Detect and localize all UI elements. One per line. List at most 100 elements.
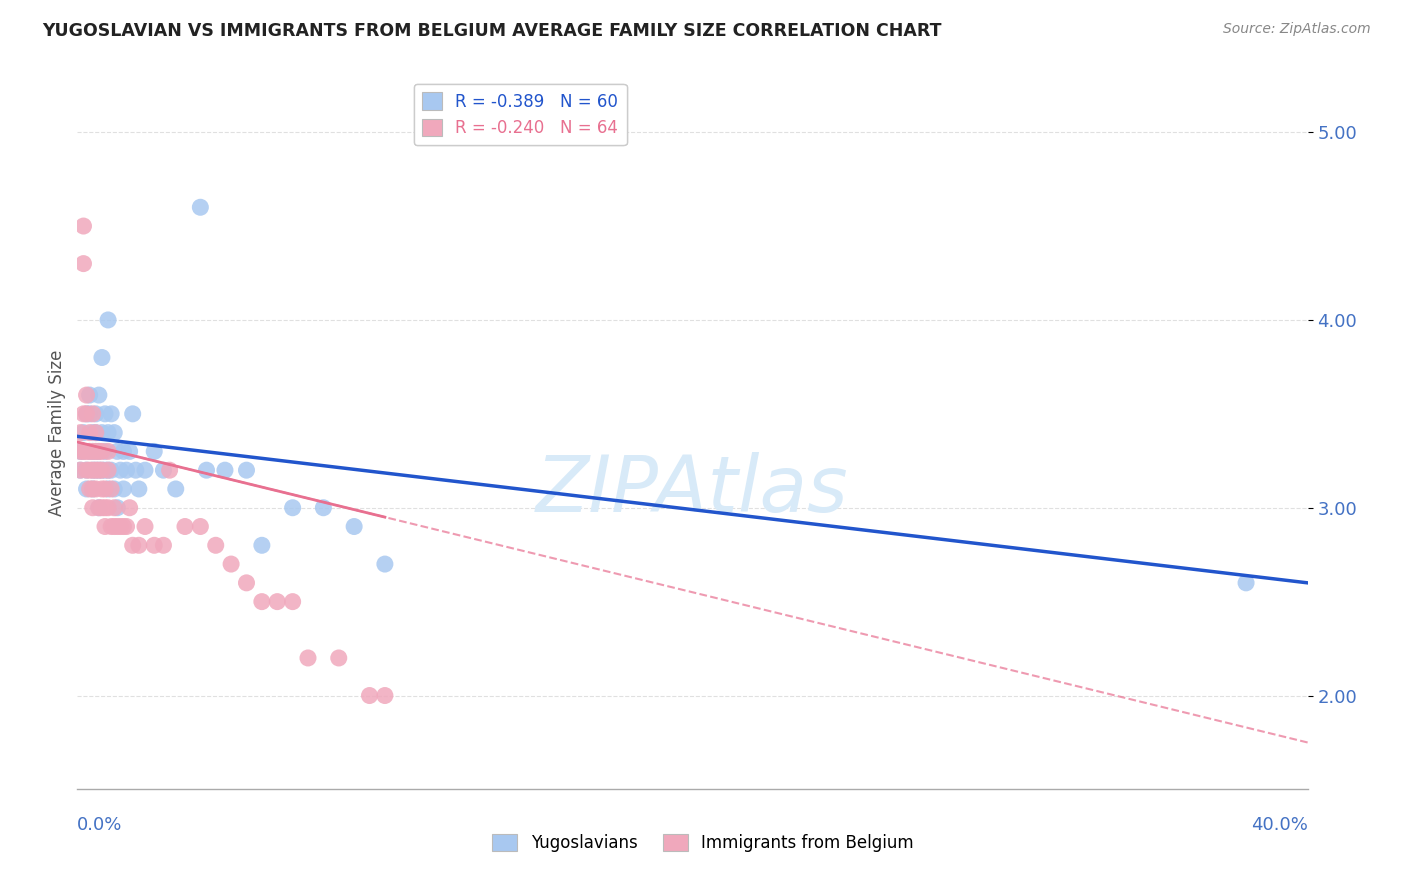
Point — [374, 689, 396, 703]
Point — [103, 482, 125, 496]
Point — [343, 519, 366, 533]
Point — [84, 425, 107, 440]
Point — [79, 463, 101, 477]
Point — [84, 444, 107, 458]
Point — [214, 463, 236, 477]
Point — [87, 500, 110, 515]
Point — [281, 594, 304, 608]
Point — [281, 500, 304, 515]
Point — [374, 557, 396, 571]
Text: YUGOSLAVIAN VS IMMIGRANTS FROM BELGIUM AVERAGE FAMILY SIZE CORRELATION CHART: YUGOSLAVIAN VS IMMIGRANTS FROM BELGIUM A… — [42, 22, 942, 40]
Point — [79, 444, 101, 458]
Point — [188, 519, 212, 533]
Point — [87, 388, 110, 402]
Point — [90, 351, 114, 365]
Point — [90, 482, 114, 496]
Point — [188, 200, 212, 214]
Point — [115, 519, 138, 533]
Legend: Yugoslavians, Immigrants from Belgium: Yugoslavians, Immigrants from Belgium — [486, 827, 920, 859]
Point — [82, 463, 104, 477]
Point — [76, 407, 98, 421]
Text: 0.0%: 0.0% — [77, 816, 122, 834]
Point — [90, 444, 114, 458]
Point — [76, 463, 98, 477]
Point — [112, 482, 135, 496]
Point — [97, 313, 120, 327]
Point — [235, 575, 257, 590]
Point — [94, 519, 117, 533]
Point — [90, 425, 114, 440]
Point — [90, 500, 114, 515]
Point — [84, 444, 107, 458]
Point — [82, 500, 104, 515]
Point — [82, 444, 104, 458]
Point — [94, 444, 117, 458]
Point — [134, 463, 156, 477]
Point — [84, 407, 107, 421]
Point — [105, 444, 128, 458]
Point — [79, 425, 101, 440]
Point — [84, 482, 107, 496]
Point — [152, 538, 174, 552]
Point — [72, 444, 94, 458]
Point — [128, 482, 150, 496]
Point — [87, 463, 110, 477]
Point — [219, 557, 242, 571]
Point — [72, 407, 94, 421]
Point — [250, 538, 273, 552]
Point — [128, 538, 150, 552]
Point — [82, 407, 104, 421]
Text: Source: ZipAtlas.com: Source: ZipAtlas.com — [1223, 22, 1371, 37]
Point — [143, 538, 166, 552]
Point — [82, 482, 104, 496]
Point — [118, 500, 141, 515]
Point — [100, 463, 122, 477]
Point — [97, 425, 120, 440]
Point — [90, 463, 114, 477]
Point — [250, 594, 273, 608]
Point — [79, 407, 101, 421]
Point — [112, 519, 135, 533]
Point — [195, 463, 218, 477]
Point — [100, 519, 122, 533]
Point — [112, 444, 135, 458]
Point — [97, 444, 120, 458]
Point — [76, 463, 98, 477]
Point — [97, 482, 120, 496]
Point — [72, 444, 94, 458]
Point — [84, 463, 107, 477]
Point — [76, 407, 98, 421]
Point — [152, 463, 174, 477]
Point — [72, 219, 94, 233]
Point — [110, 463, 132, 477]
Point — [204, 538, 226, 552]
Point — [103, 519, 125, 533]
Point — [125, 463, 148, 477]
Point — [235, 463, 257, 477]
Point — [69, 444, 91, 458]
Point — [312, 500, 335, 515]
Point — [87, 500, 110, 515]
Point — [94, 500, 117, 515]
Point — [103, 500, 125, 515]
Point — [115, 463, 138, 477]
Point — [105, 500, 128, 515]
Point — [159, 463, 181, 477]
Point — [121, 407, 143, 421]
Y-axis label: Average Family Size: Average Family Size — [48, 350, 66, 516]
Point — [100, 482, 122, 496]
Point — [174, 519, 197, 533]
Text: 40.0%: 40.0% — [1251, 816, 1308, 834]
Point — [97, 463, 120, 477]
Legend: R = -0.389   N = 60, R = -0.240   N = 64: R = -0.389 N = 60, R = -0.240 N = 64 — [413, 84, 627, 145]
Point — [266, 594, 288, 608]
Point — [94, 482, 117, 496]
Point — [143, 444, 166, 458]
Point — [1234, 575, 1257, 590]
Point — [87, 444, 110, 458]
Point — [297, 651, 319, 665]
Point — [90, 463, 114, 477]
Point — [118, 444, 141, 458]
Point — [82, 463, 104, 477]
Point — [121, 538, 143, 552]
